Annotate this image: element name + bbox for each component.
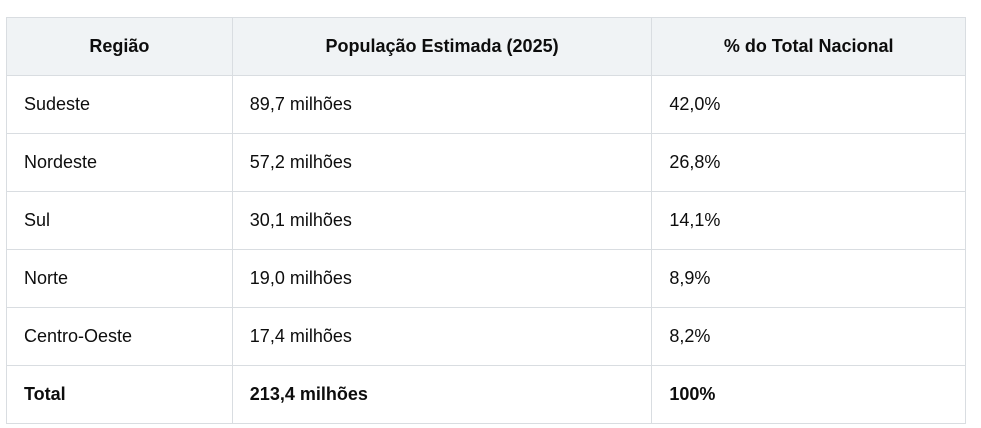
table-cell: Centro-Oeste xyxy=(6,307,233,366)
header-populacao: População Estimada (2025) xyxy=(231,17,653,76)
table-cell: 26,8% xyxy=(651,133,966,192)
table-row: Nordeste 57,2 milhões 26,8% xyxy=(6,133,966,192)
table-cell: 57,2 milhões xyxy=(231,133,653,192)
population-table: Região População Estimada (2025) % do To… xyxy=(6,17,966,424)
table-cell: 213,4 milhões xyxy=(231,365,653,424)
table-cell: Sul xyxy=(6,191,233,250)
table-cell: 19,0 milhões xyxy=(231,249,653,308)
table-cell: Total xyxy=(6,365,233,424)
table-row: Sudeste 89,7 milhões 42,0% xyxy=(6,75,966,134)
table-row: Sul 30,1 milhões 14,1% xyxy=(6,191,966,250)
table-cell: 30,1 milhões xyxy=(231,191,653,250)
table-cell: 89,7 milhões xyxy=(231,75,653,134)
header-regiao: Região xyxy=(6,17,233,76)
header-row: Região População Estimada (2025) % do To… xyxy=(6,17,966,76)
table-cell: Nordeste xyxy=(6,133,233,192)
total-row: Total 213,4 milhões 100% xyxy=(6,365,966,424)
table-row: Centro-Oeste 17,4 milhões 8,2% xyxy=(6,307,966,366)
table-cell: Norte xyxy=(6,249,233,308)
table-cell: 14,1% xyxy=(651,191,966,250)
table-cell: 17,4 milhões xyxy=(231,307,653,366)
table-cell: 8,9% xyxy=(651,249,966,308)
table-row: Norte 19,0 milhões 8,9% xyxy=(6,249,966,308)
table-cell: 8,2% xyxy=(651,307,966,366)
table-cell: Sudeste xyxy=(6,75,233,134)
table-cell: 42,0% xyxy=(651,75,966,134)
table-cell: 100% xyxy=(651,365,966,424)
header-percent: % do Total Nacional xyxy=(651,17,966,76)
